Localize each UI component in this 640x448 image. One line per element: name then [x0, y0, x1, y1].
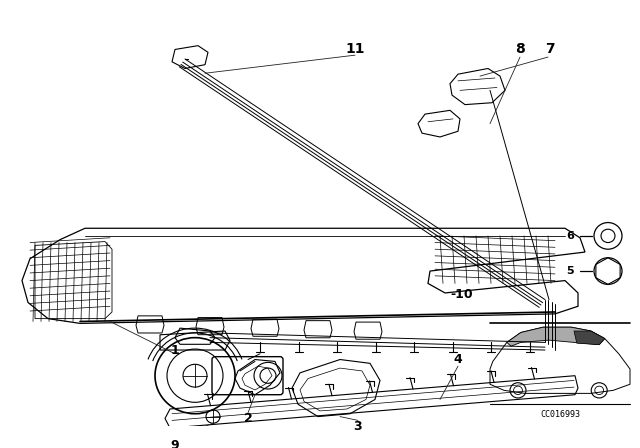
Text: 9: 9	[171, 439, 179, 448]
Text: 1: 1	[171, 344, 179, 357]
Text: -10: -10	[451, 289, 474, 302]
Text: 3: 3	[354, 420, 362, 433]
Text: CC016993: CC016993	[540, 410, 580, 419]
Text: 8: 8	[515, 43, 525, 56]
Text: 5: 5	[566, 266, 574, 276]
Text: 4: 4	[454, 353, 462, 366]
Text: 6: 6	[566, 231, 574, 241]
Text: 7: 7	[545, 43, 555, 56]
Polygon shape	[507, 327, 605, 346]
Polygon shape	[574, 331, 605, 345]
Text: 2: 2	[244, 412, 252, 425]
Text: 11: 11	[345, 43, 365, 56]
